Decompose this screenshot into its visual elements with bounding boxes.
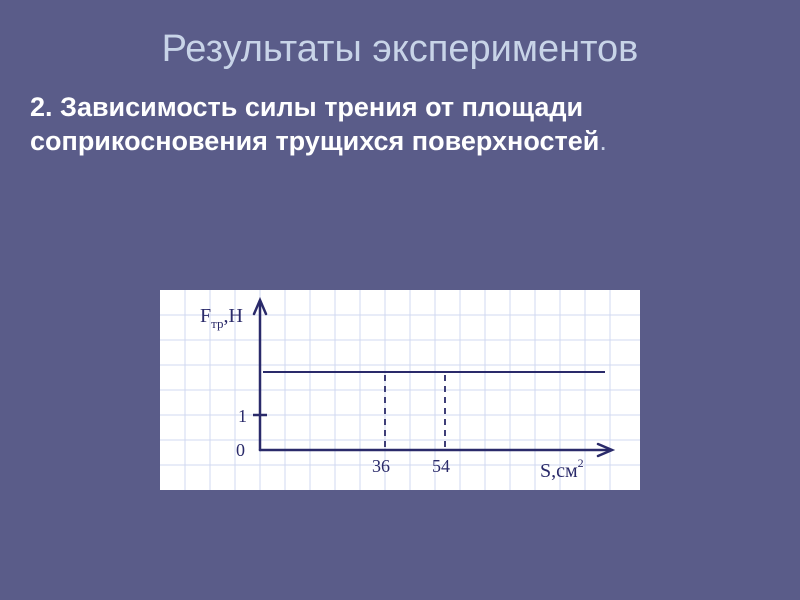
body-main: Зависимость силы трения от площади сопри…	[30, 92, 599, 156]
y-tick-label: 1	[238, 406, 247, 426]
body-period: .	[599, 126, 607, 156]
body-prefix: 2.	[30, 92, 60, 122]
slide-title: Результаты экспериментов	[0, 0, 800, 91]
slide-body-text: 2. Зависимость силы трения от площади со…	[0, 91, 800, 159]
x-axis-label: S,см2	[540, 456, 584, 482]
chart-image: Fтр,Н 1 0 36 54 S,см2	[160, 290, 640, 490]
x-tick-label-1: 36	[372, 456, 390, 476]
chart-svg: Fтр,Н 1 0 36 54 S,см2	[160, 290, 640, 490]
origin-label: 0	[236, 440, 245, 460]
x-tick-label-2: 54	[432, 456, 450, 476]
